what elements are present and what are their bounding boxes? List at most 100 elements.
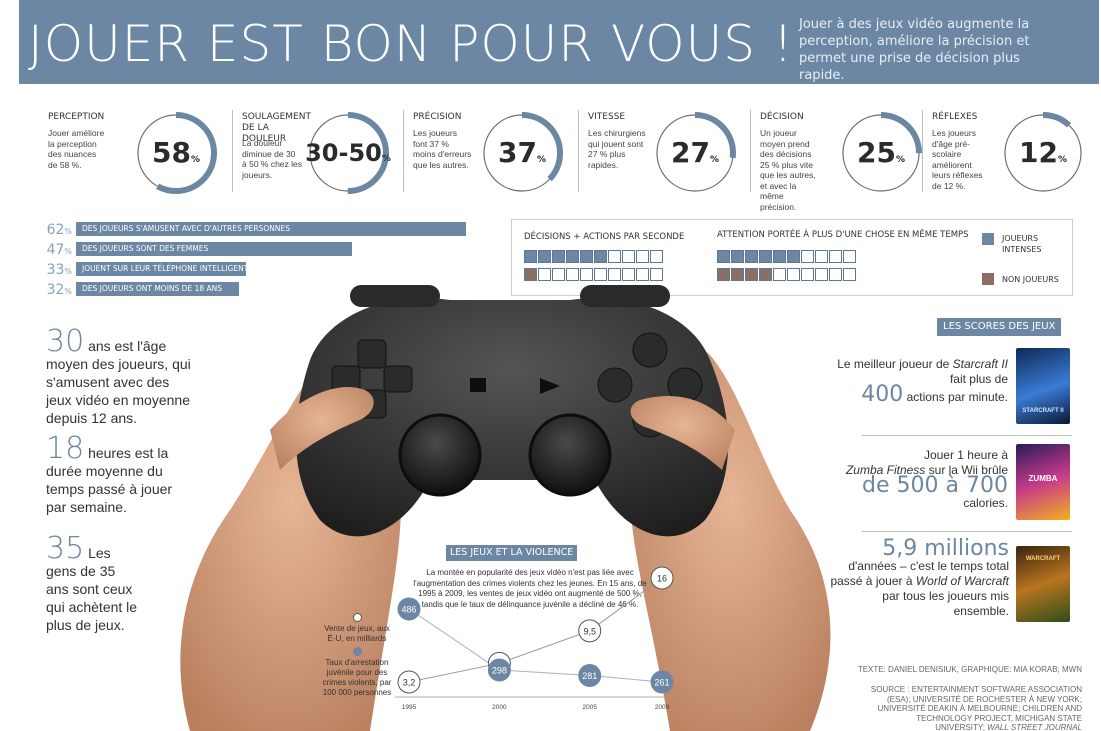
violence-label: LES JEUX ET LA VIOLENCE [446, 545, 578, 561]
fact-number: 35 [46, 531, 85, 566]
stat-heading: VITESSE [588, 112, 626, 122]
decision-square [524, 268, 537, 281]
stat-number: 12 [1019, 136, 1058, 169]
stat-ring [1002, 112, 1084, 194]
cover2-text: ZUMBA [1028, 474, 1058, 483]
decision-square [580, 250, 593, 263]
sales-point [650, 566, 674, 590]
score3-post: par tous les joueurs mis ensemble. [882, 589, 1009, 618]
decisions-col1-non-row [524, 268, 663, 281]
decision-square [636, 250, 649, 263]
x-tick-label: 2009 [655, 704, 670, 711]
source-text: SOURCE : ENTERTAINMENT SOFTWARE ASSOCIAT… [870, 685, 1082, 731]
decision-square [745, 268, 758, 281]
stat-unit: % [1057, 155, 1067, 165]
legend-intense-swatch [982, 233, 994, 245]
stat-number: 37 [498, 136, 537, 169]
ring-arc [840, 112, 922, 194]
zumba-cover: ZUMBA [1016, 444, 1070, 520]
stat-number: 27 [671, 136, 710, 169]
score1-mid: fait plus de [949, 372, 1008, 386]
sales-point-label: 9,5 [583, 626, 596, 636]
page-subtitle: Jouer à des jeux vidéo augmente la perce… [799, 17, 1030, 83]
legend-intense-label: JOUEURS INTENSES [1002, 234, 1042, 254]
starcraft-cover: STARCRAFT II [1016, 348, 1070, 424]
decision-square [815, 268, 828, 281]
legend-sales-marker [352, 613, 362, 622]
bar-percent: 32% [38, 283, 72, 299]
stat-ring [840, 112, 922, 194]
stat-unit: % [381, 154, 391, 164]
score1-game: Starcraft II [952, 357, 1008, 371]
decision-square [717, 268, 730, 281]
left-thumb [270, 386, 374, 470]
bar-percent-number: 62 [46, 222, 65, 238]
arrest-point [578, 664, 602, 688]
decision-square [594, 268, 607, 281]
right-shoulder [580, 285, 670, 307]
decision-square [801, 250, 814, 263]
warcraft-cover: WARCRAFT [1016, 546, 1070, 622]
decision-square [717, 250, 730, 263]
decision-square [566, 268, 579, 281]
fact-item: 35 Les gens de 35 ans sont ceux qui achè… [46, 534, 141, 634]
decision-square [552, 250, 565, 263]
decision-square [580, 268, 593, 281]
bar-percent: 47% [38, 243, 72, 259]
controller-body [296, 298, 729, 537]
decision-square [608, 268, 621, 281]
decision-square [566, 250, 579, 263]
cover1-text: STARCRAFT II [1022, 408, 1064, 414]
bar-percent-unit: % [64, 267, 72, 276]
sales-line [408, 577, 663, 683]
arrest-point [487, 658, 511, 682]
score3-big: 5,9 millions [882, 536, 1009, 561]
decision-square [650, 268, 663, 281]
violence-text: La montée en popularité des jeux vidéo n… [413, 568, 647, 609]
arrest-line [408, 608, 663, 683]
right-thumb [630, 395, 735, 470]
decision-square [787, 250, 800, 263]
score-starcraft: Le meilleur joueur de Starcraft II fait … [820, 357, 1008, 406]
source-body: SOURCE : ENTERTAINMENT SOFTWARE ASSOCIAT… [870, 685, 1082, 731]
stat-ring [654, 112, 736, 194]
stat-description: Un joueur moyen prend des décisions 25 %… [760, 128, 816, 212]
decision-square [787, 268, 800, 281]
stat-description: Les joueurs font 37 % moins d'erreurs qu… [413, 128, 472, 170]
sales-point-label: 16 [657, 574, 667, 584]
decision-square [759, 250, 772, 263]
stat-number: 58 [152, 136, 191, 169]
legend-arrest-marker [352, 647, 362, 656]
stat-heading: DÉCISION [760, 112, 804, 122]
decision-square [829, 268, 842, 281]
score2-game: Zumba Fitness [845, 463, 926, 477]
decision-square [731, 268, 744, 281]
arrest-point-label: 298 [492, 665, 507, 675]
arrest-point [397, 597, 421, 621]
score2-pre: Jouer 1 heure à [923, 448, 1008, 462]
controller-photo [180, 285, 831, 731]
x-tick-label: 2000 [492, 704, 507, 711]
bar-percent-number: 47 [46, 242, 65, 258]
stat-heading: SOULAGEMENT DE LA DOULEUR [242, 112, 311, 144]
fact-text: ans est l'âge moyen des joueurs, qui s'a… [46, 338, 191, 426]
decision-square [524, 250, 537, 263]
stat-unit: % [709, 155, 719, 165]
legend-sales-text: Vente de jeux, aux É-U, en milliards [324, 624, 390, 643]
stat-ring [307, 112, 389, 194]
arrest-point-label: 486 [401, 605, 416, 615]
decisions-col2-intense-row [717, 250, 856, 263]
ring-arc [481, 112, 563, 194]
stat-unit: % [190, 155, 200, 165]
bar-percent-unit: % [64, 247, 72, 256]
ring-arc [135, 112, 217, 194]
decision-square [773, 268, 786, 281]
x-tick-label: 2005 [582, 704, 597, 711]
score-divider [862, 435, 1072, 436]
scores-label: LES SCORES DES JEUX [937, 318, 1062, 336]
decision-square [636, 268, 649, 281]
score2-big: de 500 à 700 [862, 473, 1008, 498]
arrest-point [650, 670, 674, 694]
bar-percent: 33% [38, 263, 72, 279]
